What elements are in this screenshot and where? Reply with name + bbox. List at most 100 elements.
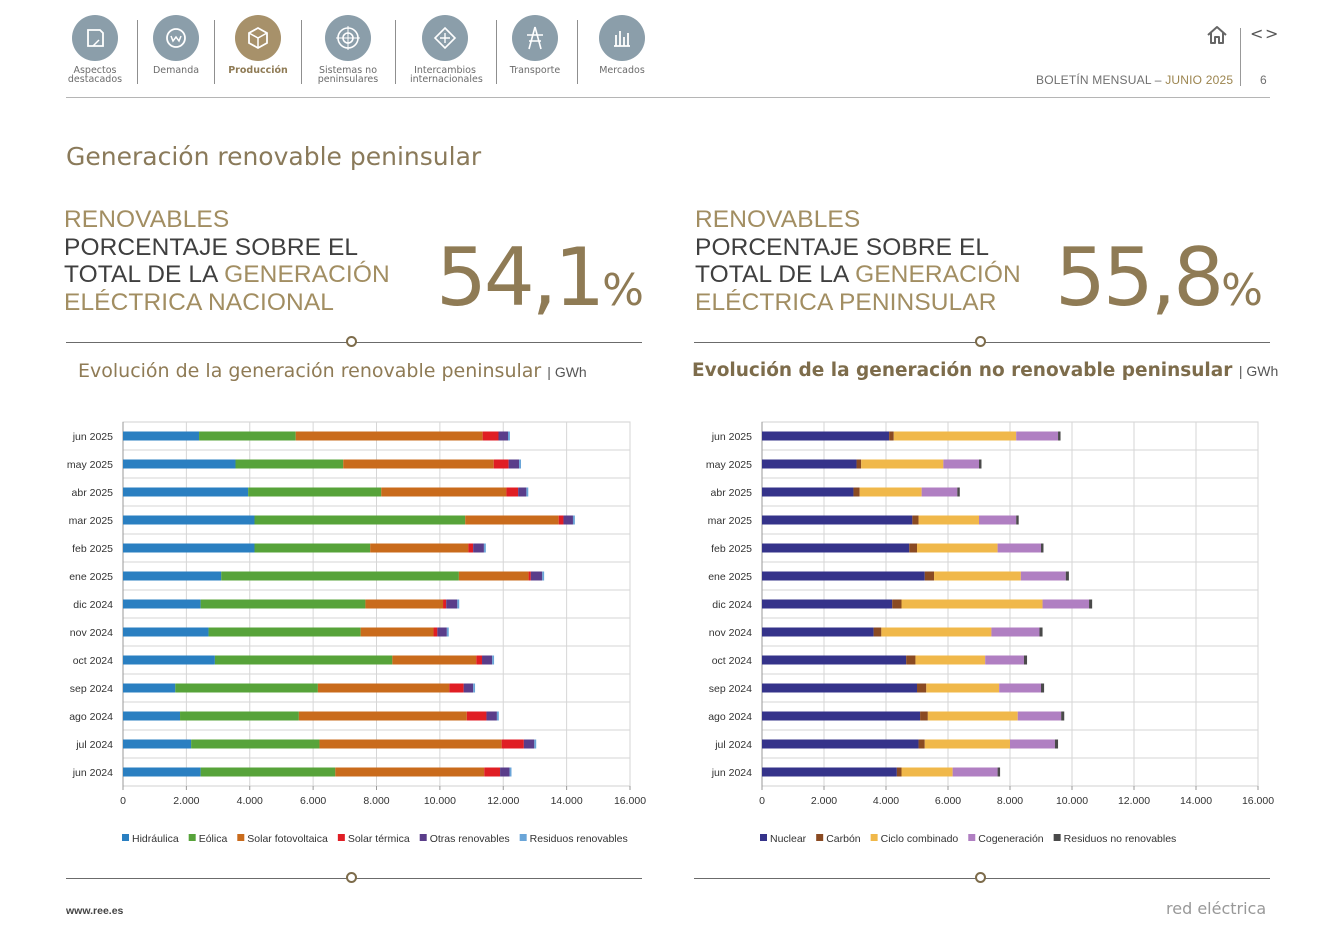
category-label: nov 2024 bbox=[70, 627, 113, 639]
legend-swatch bbox=[237, 834, 245, 841]
bar-segment-0 bbox=[762, 767, 897, 777]
bar-segment-3 bbox=[476, 655, 483, 665]
bar-segment-0 bbox=[123, 683, 176, 693]
bar-segment-5 bbox=[492, 655, 495, 665]
next-page-icon[interactable]: > bbox=[1265, 24, 1279, 43]
bar-segment-1 bbox=[920, 711, 928, 721]
bar-segment-4 bbox=[1016, 515, 1019, 525]
legend-label: Solar fotovoltaica bbox=[247, 833, 328, 845]
bar-segment-0 bbox=[123, 627, 209, 637]
kpi-peninsular-label: RENOVABLES PORCENTAJE SOBRE EL TOTAL DE … bbox=[695, 206, 1021, 316]
bar-segment-3 bbox=[558, 515, 564, 525]
bar-segment-1 bbox=[853, 487, 860, 497]
bar-segment-2 bbox=[319, 739, 502, 749]
legend-swatch bbox=[188, 834, 196, 841]
bar-segment-1 bbox=[214, 655, 393, 665]
bar-segment-4 bbox=[1041, 683, 1045, 693]
nav-item-demanda[interactable]: Demanda bbox=[141, 12, 211, 75]
bar-segment-4 bbox=[500, 767, 510, 777]
bar-segment-1 bbox=[917, 683, 927, 693]
bar-segment-4 bbox=[1089, 599, 1093, 609]
bar-segment-4 bbox=[1041, 543, 1044, 553]
bar-segment-4 bbox=[1058, 431, 1061, 441]
legend-label: Residuos renovables bbox=[530, 833, 628, 845]
bar-segment-4 bbox=[498, 431, 509, 441]
bar-segment-0 bbox=[123, 543, 255, 553]
nav-item-produccion[interactable]: Producción bbox=[223, 12, 293, 75]
bar-segment-3 bbox=[991, 627, 1040, 637]
demand-meter-icon bbox=[153, 15, 199, 61]
legend-swatch bbox=[337, 834, 345, 841]
bar-segment-1 bbox=[200, 767, 336, 777]
x-tick-label: 14.000 bbox=[551, 795, 583, 807]
bar-segment-2 bbox=[893, 431, 1017, 441]
nav-item-aspectos[interactable]: Aspectos destacados bbox=[60, 12, 130, 84]
section-nav: Aspectos destacados Demanda Producción Si… bbox=[60, 12, 680, 92]
bar-segment-2 bbox=[927, 711, 1018, 721]
category-label: jun 2025 bbox=[72, 431, 113, 443]
legend-swatch bbox=[870, 834, 878, 841]
category-label: jun 2024 bbox=[711, 767, 752, 779]
nav-label: Aspectos destacados bbox=[67, 65, 123, 85]
bar-segment-1 bbox=[254, 515, 466, 525]
bar-segment-3 bbox=[921, 487, 958, 497]
category-label: oct 2024 bbox=[712, 655, 752, 667]
category-label: jul 2024 bbox=[75, 739, 113, 751]
bar-segment-2 bbox=[392, 655, 477, 665]
bar-segment-5 bbox=[519, 459, 521, 469]
bar-segment-5 bbox=[446, 627, 449, 637]
nav-label: Intercambios internacionales bbox=[410, 65, 483, 85]
bar-segment-0 bbox=[762, 543, 910, 553]
bar-segment-5 bbox=[496, 711, 499, 721]
x-tick-label: 2.000 bbox=[173, 795, 199, 807]
category-label: sep 2024 bbox=[70, 683, 113, 695]
bar-segment-2 bbox=[343, 459, 494, 469]
bar-segment-2 bbox=[335, 767, 485, 777]
category-label: jun 2025 bbox=[711, 431, 752, 443]
nav-item-transporte[interactable]: Transporte bbox=[500, 12, 570, 75]
x-tick-label: 6.000 bbox=[300, 795, 326, 807]
bar-segment-4 bbox=[473, 543, 484, 553]
nav-item-sistemas[interactable]: Sistemas no peninsulares bbox=[313, 12, 383, 84]
bar-segment-3 bbox=[493, 459, 509, 469]
bar-segment-0 bbox=[123, 571, 222, 581]
bar-segment-1 bbox=[924, 571, 935, 581]
bar-segment-4 bbox=[463, 683, 474, 693]
bar-segment-5 bbox=[572, 515, 575, 525]
bar-segment-3 bbox=[1016, 431, 1059, 441]
category-label: feb 2025 bbox=[711, 543, 752, 555]
kpi-national-label: RENOVABLES PORCENTAJE SOBRE EL TOTAL DE … bbox=[64, 206, 390, 316]
bar-segment-4 bbox=[446, 599, 458, 609]
bar-segment-2 bbox=[901, 599, 1043, 609]
bar-segment-1 bbox=[191, 739, 320, 749]
x-tick-label: 4.000 bbox=[873, 795, 899, 807]
bar-segment-5 bbox=[534, 739, 537, 749]
kpi-peninsular-value: 55,8% bbox=[1055, 231, 1263, 324]
nav-item-intercambios[interactable]: Intercambios internacionales bbox=[410, 12, 483, 85]
footer-url[interactable]: www.ree.es bbox=[66, 905, 124, 917]
home-icon[interactable] bbox=[1204, 22, 1230, 48]
bar-segment-3 bbox=[482, 431, 499, 441]
x-tick-label: 0 bbox=[120, 795, 126, 807]
production-cube-icon bbox=[235, 15, 281, 61]
bar-segment-1 bbox=[199, 431, 296, 441]
bar-segment-4 bbox=[1039, 627, 1043, 637]
category-label: may 2025 bbox=[67, 459, 113, 471]
nav-item-mercados[interactable]: Mercados bbox=[587, 12, 657, 75]
bar-segment-0 bbox=[762, 739, 919, 749]
bar-segment-3 bbox=[484, 767, 501, 777]
bar-segment-0 bbox=[762, 655, 907, 665]
x-tick-label: 12.000 bbox=[1118, 795, 1150, 807]
category-label: ago 2024 bbox=[69, 711, 113, 723]
bar-segment-5 bbox=[473, 683, 476, 693]
bar-segment-2 bbox=[317, 683, 450, 693]
bar-segment-0 bbox=[123, 515, 255, 525]
legend-swatch bbox=[816, 834, 824, 841]
bar-segment-4 bbox=[979, 459, 982, 469]
bar-segment-4 bbox=[523, 739, 535, 749]
bar-segment-0 bbox=[762, 683, 917, 693]
bar-segment-1 bbox=[906, 655, 916, 665]
bar-segment-3 bbox=[1042, 599, 1090, 609]
prev-page-icon[interactable]: < bbox=[1250, 24, 1264, 43]
bar-segment-0 bbox=[762, 487, 854, 497]
